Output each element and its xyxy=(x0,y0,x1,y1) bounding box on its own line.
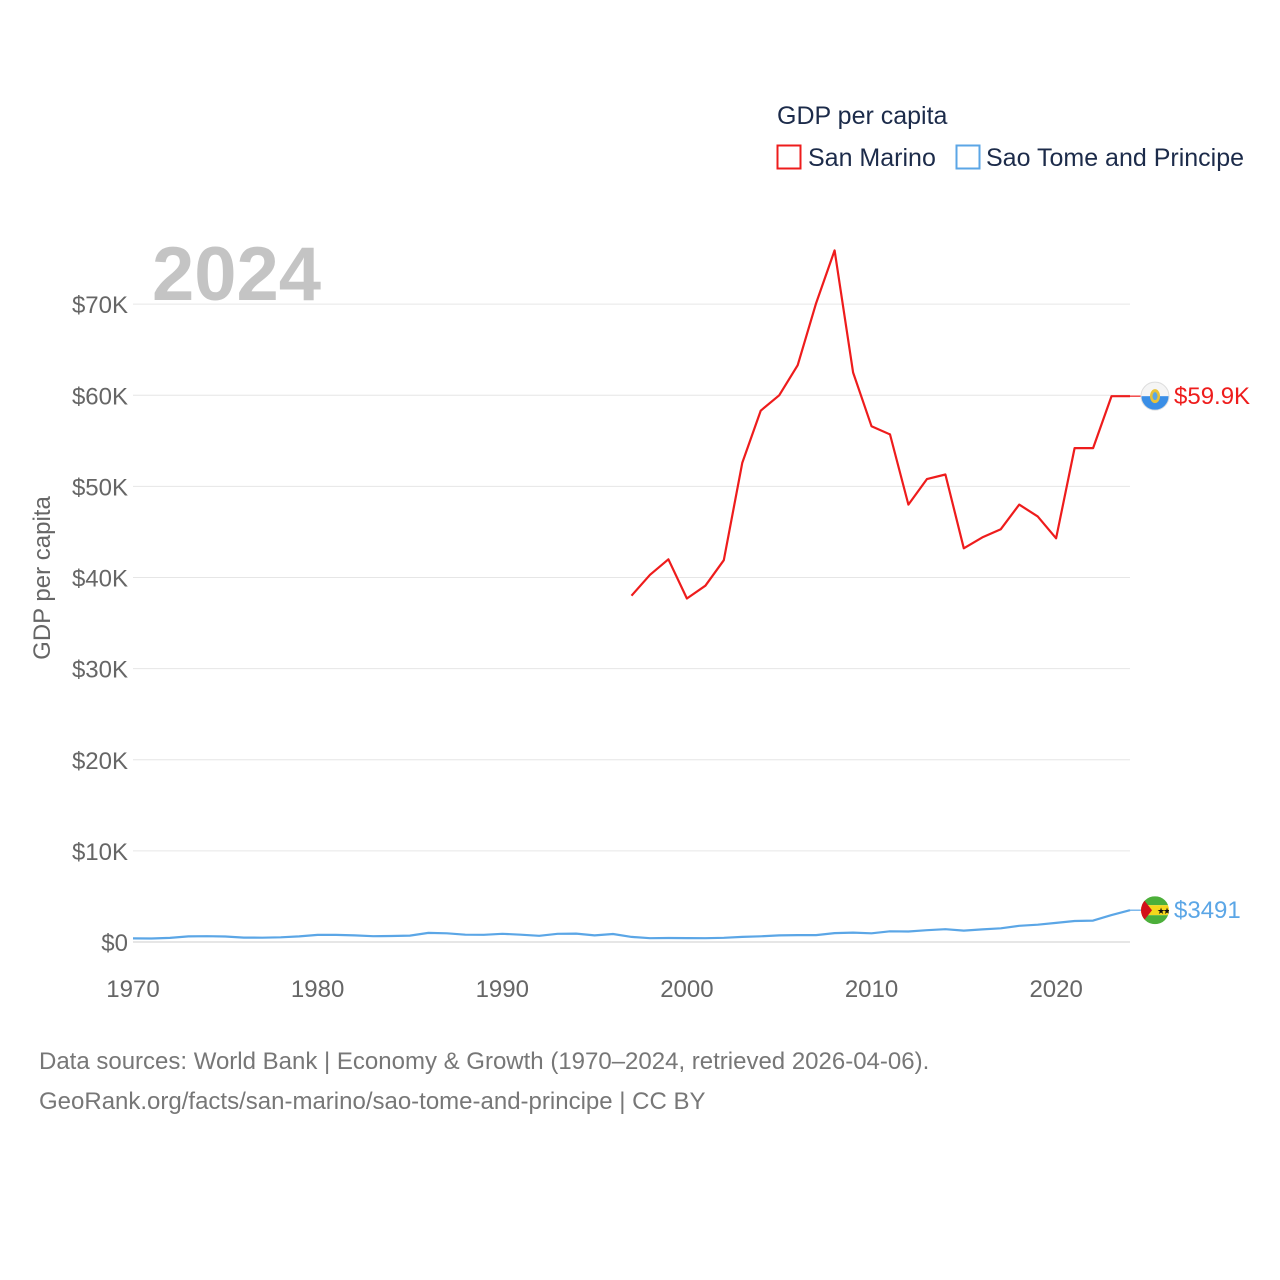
y-axis-ticks: $0 $10K $20K $30K $40K $50K $60K $70K xyxy=(72,292,128,957)
end-label-sao-tome: $3491 xyxy=(1174,897,1241,924)
y-tick-label: $40K xyxy=(72,566,128,593)
x-tick-label: 2000 xyxy=(660,976,713,1003)
gridlines xyxy=(133,303,1130,943)
series-group xyxy=(132,249,1141,940)
x-tick-label: 2020 xyxy=(1029,976,1082,1003)
y-tick-label: $70K xyxy=(72,292,128,319)
legend: GDP per capita San Marino Sao Tome and P… xyxy=(776,102,1245,172)
legend-label-san-marino: San Marino xyxy=(808,144,936,172)
y-tick-label: $20K xyxy=(72,748,128,775)
legend-item-san-marino[interactable]: San Marino xyxy=(776,144,936,172)
end-markers: ★ ★ $59.9K $3491 xyxy=(1140,381,1250,925)
sao-tome-flag-icon: ★ ★ xyxy=(1141,896,1171,925)
x-tick-label: 1980 xyxy=(291,976,344,1003)
x-tick-label: 1970 xyxy=(106,976,159,1003)
x-tick-label: 1990 xyxy=(476,976,529,1003)
y-tick-label: $30K xyxy=(72,657,128,684)
year-label: 2024 xyxy=(152,232,321,317)
svg-text:★: ★ xyxy=(1163,907,1171,917)
series-line-sao-tome[interactable] xyxy=(132,909,1131,940)
y-tick-label: $60K xyxy=(72,383,128,410)
y-tick-label: $50K xyxy=(72,474,128,501)
y-axis-title: GDP per capita xyxy=(29,496,56,660)
legend-item-sao-tome[interactable]: Sao Tome and Principe xyxy=(955,144,1245,172)
source-note: Data sources: World Bank | Economy & Gro… xyxy=(39,1042,929,1122)
san-marino-flag-icon xyxy=(1140,381,1170,411)
svg-text:★: ★ xyxy=(1157,907,1165,917)
series-line-san-marino[interactable] xyxy=(630,249,1131,600)
x-axis-ticks: 1970 1980 1990 2000 2010 2020 xyxy=(106,976,1083,1003)
legend-swatch-sao-tome xyxy=(955,144,981,170)
y-tick-label: $0 xyxy=(101,930,128,957)
source-line-1: Data sources: World Bank | Economy & Gro… xyxy=(39,1048,930,1075)
x-tick-label: 2010 xyxy=(845,976,898,1003)
source-line-2[interactable]: GeoRank.org/facts/san-marino/sao-tome-an… xyxy=(39,1088,706,1115)
legend-title: GDP per capita xyxy=(777,102,948,130)
y-tick-label: $10K xyxy=(72,839,128,866)
legend-label-sao-tome: Sao Tome and Principe xyxy=(986,144,1244,172)
end-label-san-marino: $59.9K xyxy=(1174,383,1250,410)
legend-swatch-san-marino xyxy=(776,144,802,170)
